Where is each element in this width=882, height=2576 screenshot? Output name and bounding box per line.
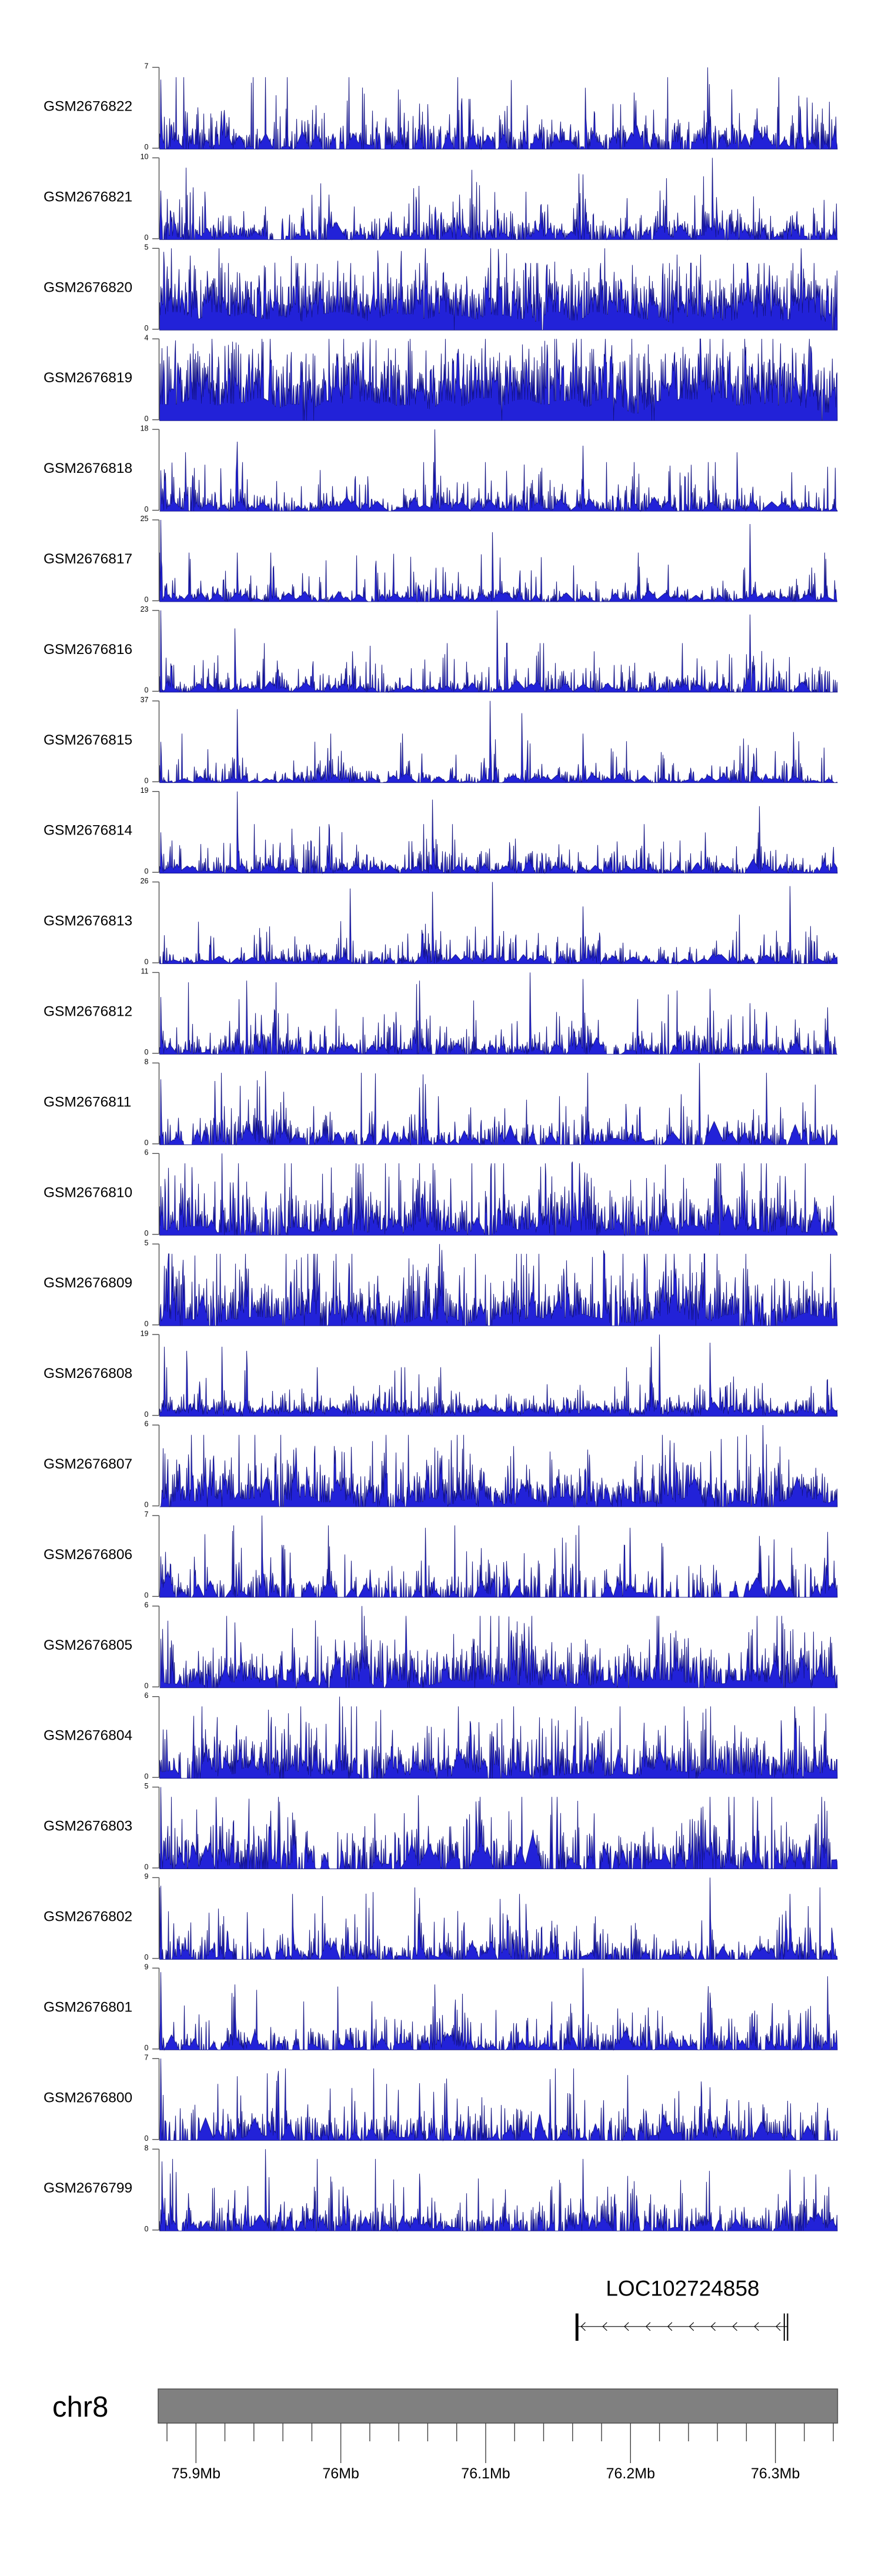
svg-text:GSM2676810: GSM2676810	[44, 1184, 132, 1200]
svg-text:0: 0	[145, 415, 149, 423]
svg-text:4: 4	[145, 333, 149, 342]
svg-text:GSM2676804: GSM2676804	[44, 1728, 132, 1744]
svg-text:76Mb: 76Mb	[322, 2465, 359, 2482]
svg-text:8: 8	[145, 2144, 149, 2152]
svg-text:19: 19	[141, 786, 149, 795]
svg-text:GSM2676809: GSM2676809	[44, 1275, 132, 1291]
svg-text:0: 0	[145, 2044, 149, 2052]
svg-text:0: 0	[145, 1229, 149, 1237]
svg-text:23: 23	[141, 605, 149, 613]
svg-text:25: 25	[141, 515, 149, 523]
svg-text:0: 0	[145, 1139, 149, 1147]
svg-text:GSM2676803: GSM2676803	[44, 1818, 132, 1834]
svg-text:0: 0	[145, 143, 149, 151]
svg-text:GSM2676807: GSM2676807	[44, 1456, 132, 1472]
svg-text:GSM2676801: GSM2676801	[44, 1999, 132, 2015]
svg-text:0: 0	[145, 1501, 149, 1509]
svg-text:GSM2676821: GSM2676821	[44, 189, 132, 205]
svg-text:chr8: chr8	[52, 2391, 108, 2423]
svg-text:GSM2676818: GSM2676818	[44, 461, 132, 476]
svg-text:GSM2676813: GSM2676813	[44, 913, 132, 929]
svg-text:0: 0	[145, 1682, 149, 1690]
svg-text:0: 0	[145, 686, 149, 695]
svg-text:0: 0	[145, 777, 149, 785]
svg-text:GSM2676814: GSM2676814	[44, 823, 132, 839]
svg-text:GSM2676808: GSM2676808	[44, 1366, 132, 1382]
svg-text:5: 5	[145, 243, 149, 252]
svg-text:0: 0	[145, 1410, 149, 1419]
svg-text:GSM2676806: GSM2676806	[44, 1547, 132, 1563]
svg-text:GSM2676811: GSM2676811	[44, 1094, 131, 1110]
svg-text:7: 7	[145, 62, 149, 71]
svg-text:LOC102724858: LOC102724858	[606, 2277, 759, 2301]
svg-text:10: 10	[141, 153, 149, 161]
svg-text:8: 8	[145, 1058, 149, 1066]
svg-text:19: 19	[141, 1329, 149, 1337]
svg-text:GSM2676805: GSM2676805	[44, 1637, 132, 1653]
svg-text:26: 26	[141, 877, 149, 885]
svg-text:GSM2676799: GSM2676799	[44, 2180, 132, 2196]
svg-text:76.3Mb: 76.3Mb	[751, 2465, 800, 2482]
svg-text:GSM2676820: GSM2676820	[44, 279, 132, 295]
svg-text:GSM2676816: GSM2676816	[44, 642, 132, 658]
svg-text:0: 0	[145, 2134, 149, 2143]
svg-text:0: 0	[145, 596, 149, 604]
svg-text:GSM2676815: GSM2676815	[44, 732, 132, 748]
svg-text:37: 37	[141, 696, 149, 704]
svg-text:18: 18	[141, 424, 149, 432]
svg-text:GSM2676800: GSM2676800	[44, 2090, 132, 2105]
svg-text:GSM2676802: GSM2676802	[44, 1909, 132, 1925]
svg-text:0: 0	[145, 867, 149, 875]
svg-text:GSM2676822: GSM2676822	[44, 99, 132, 115]
svg-text:GSM2676817: GSM2676817	[44, 551, 132, 567]
svg-text:0: 0	[145, 324, 149, 332]
svg-text:76.1Mb: 76.1Mb	[461, 2465, 510, 2482]
svg-text:0: 0	[145, 1591, 149, 1600]
svg-text:7: 7	[145, 2054, 149, 2062]
svg-text:0: 0	[145, 1953, 149, 1961]
svg-text:76.2Mb: 76.2Mb	[606, 2465, 655, 2482]
svg-text:0: 0	[145, 957, 149, 966]
svg-text:0: 0	[145, 505, 149, 513]
svg-text:0: 0	[145, 233, 149, 242]
svg-text:9: 9	[145, 1873, 149, 1881]
svg-text:6: 6	[145, 1420, 149, 1428]
svg-text:5: 5	[145, 1782, 149, 1790]
svg-text:0: 0	[145, 1772, 149, 1780]
svg-text:0: 0	[145, 1320, 149, 1328]
svg-text:0: 0	[145, 2225, 149, 2233]
svg-text:7: 7	[145, 1510, 149, 1519]
svg-text:6: 6	[145, 1149, 149, 1157]
svg-text:0: 0	[145, 1048, 149, 1056]
svg-text:75.9Mb: 75.9Mb	[172, 2465, 220, 2482]
svg-text:GSM2676812: GSM2676812	[44, 1004, 132, 1020]
svg-text:6: 6	[145, 1691, 149, 1700]
svg-text:5: 5	[145, 1239, 149, 1247]
svg-text:GSM2676819: GSM2676819	[44, 370, 132, 386]
svg-text:11: 11	[141, 967, 149, 976]
svg-text:6: 6	[145, 1601, 149, 1609]
svg-text:9: 9	[145, 1963, 149, 1971]
svg-text:0: 0	[145, 1863, 149, 1871]
